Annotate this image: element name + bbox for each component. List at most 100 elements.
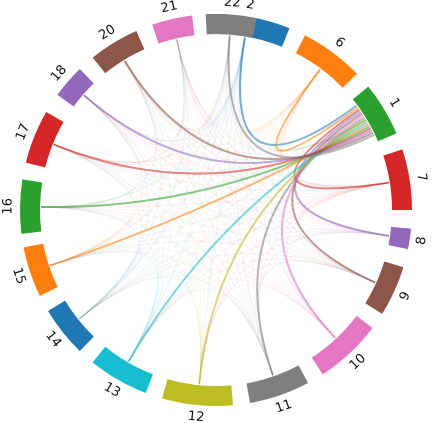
- link-1-20: [123, 60, 374, 161]
- background-link: [198, 35, 231, 385]
- segment-label-22: 22: [223, 0, 241, 11]
- background-link: [49, 39, 185, 267]
- background-link: [41, 206, 159, 362]
- segment-label-14: 14: [42, 328, 64, 350]
- background-link: [53, 143, 143, 320]
- background-link: [176, 37, 246, 125]
- background-link: [49, 94, 144, 267]
- background-link: [127, 288, 274, 376]
- background-link: [124, 60, 274, 376]
- background-link: [41, 206, 274, 376]
- segment-arc-14: [47, 300, 94, 351]
- link-1-10: [280, 114, 364, 339]
- background-link: [124, 60, 172, 362]
- background-link: [41, 206, 390, 237]
- link-1-9: [291, 112, 376, 284]
- segment-label-2: 2: [245, 0, 256, 13]
- background-link: [78, 182, 389, 320]
- segment-label-7: 7: [413, 172, 429, 183]
- segment-label-18: 18: [48, 62, 70, 84]
- background-link: [226, 35, 274, 376]
- segment-arc-22: [205, 13, 257, 38]
- background-link: [286, 230, 390, 339]
- background-link: [49, 60, 158, 267]
- background-link: [49, 143, 135, 267]
- background-link: [124, 60, 336, 339]
- background-link: [298, 228, 390, 284]
- link-1-8: [293, 110, 390, 237]
- background-link: [127, 35, 231, 362]
- background-link: [41, 206, 336, 339]
- background-link: [41, 37, 246, 208]
- segment-label-10: 10: [347, 351, 369, 373]
- background-link: [78, 272, 164, 362]
- background-link: [78, 253, 376, 320]
- background-link: [127, 37, 246, 362]
- background-link: [53, 143, 336, 339]
- background-link: [176, 39, 205, 385]
- segment-label-1: 1: [386, 95, 403, 110]
- background-link: [49, 251, 202, 385]
- background-link: [53, 35, 231, 163]
- background-link: [49, 240, 376, 284]
- background-link: [41, 206, 376, 284]
- background-links: [41, 35, 390, 385]
- segment-arc-6: [295, 35, 357, 88]
- link-1-22: [227, 35, 375, 159]
- background-link: [78, 268, 336, 339]
- background-link: [127, 231, 390, 362]
- background-link: [176, 39, 389, 187]
- segment-arc-18: [57, 69, 94, 107]
- background-link: [49, 35, 231, 267]
- link-1-6: [275, 68, 359, 152]
- segment-arc-9: [365, 261, 404, 314]
- background-link: [83, 94, 274, 376]
- segment-label-6: 6: [332, 34, 348, 51]
- link-1-2: [238, 37, 358, 146]
- segment-label-12: 12: [187, 409, 205, 423]
- background-link: [224, 35, 246, 124]
- background-link: [53, 143, 274, 376]
- background-link: [83, 94, 376, 284]
- background-link: [49, 182, 389, 267]
- background-link: [78, 39, 186, 320]
- background-link: [198, 37, 246, 385]
- background-link: [41, 60, 157, 208]
- background-link: [49, 246, 142, 320]
- segment-arc-17: [25, 112, 64, 168]
- background-link: [78, 60, 162, 320]
- segment-label-20: 20: [96, 22, 118, 43]
- background-link: [124, 60, 376, 284]
- segment-arcs: [19, 13, 412, 406]
- segment-label-13: 13: [101, 380, 123, 401]
- background-link: [78, 94, 150, 320]
- background-link: [78, 276, 202, 385]
- segment-label-8: 8: [414, 236, 430, 246]
- segment-arc-8: [388, 226, 412, 250]
- segment-label-17: 17: [13, 122, 33, 143]
- background-link: [83, 94, 164, 362]
- background-link: [78, 275, 274, 376]
- segment-arc-7: [383, 149, 412, 210]
- segment-arc-21: [152, 15, 195, 44]
- background-link: [49, 227, 390, 267]
- links: [41, 35, 390, 385]
- segment-arc-11: [246, 365, 309, 404]
- background-link: [49, 250, 160, 362]
- segment-label-15: 15: [9, 266, 28, 286]
- background-link: [176, 35, 231, 125]
- background-link: [49, 37, 246, 267]
- segment-arc-13: [92, 346, 153, 393]
- segment-arc-16: [19, 179, 43, 234]
- background-link: [124, 60, 203, 385]
- background-link: [49, 68, 321, 267]
- background-link: [176, 39, 321, 134]
- segment-arc-20: [92, 30, 145, 74]
- background-link: [124, 39, 190, 131]
- segment-arc-15: [23, 243, 58, 296]
- background-link: [53, 143, 202, 385]
- segment-arc-10: [311, 315, 373, 375]
- segment-arc-12: [161, 379, 234, 406]
